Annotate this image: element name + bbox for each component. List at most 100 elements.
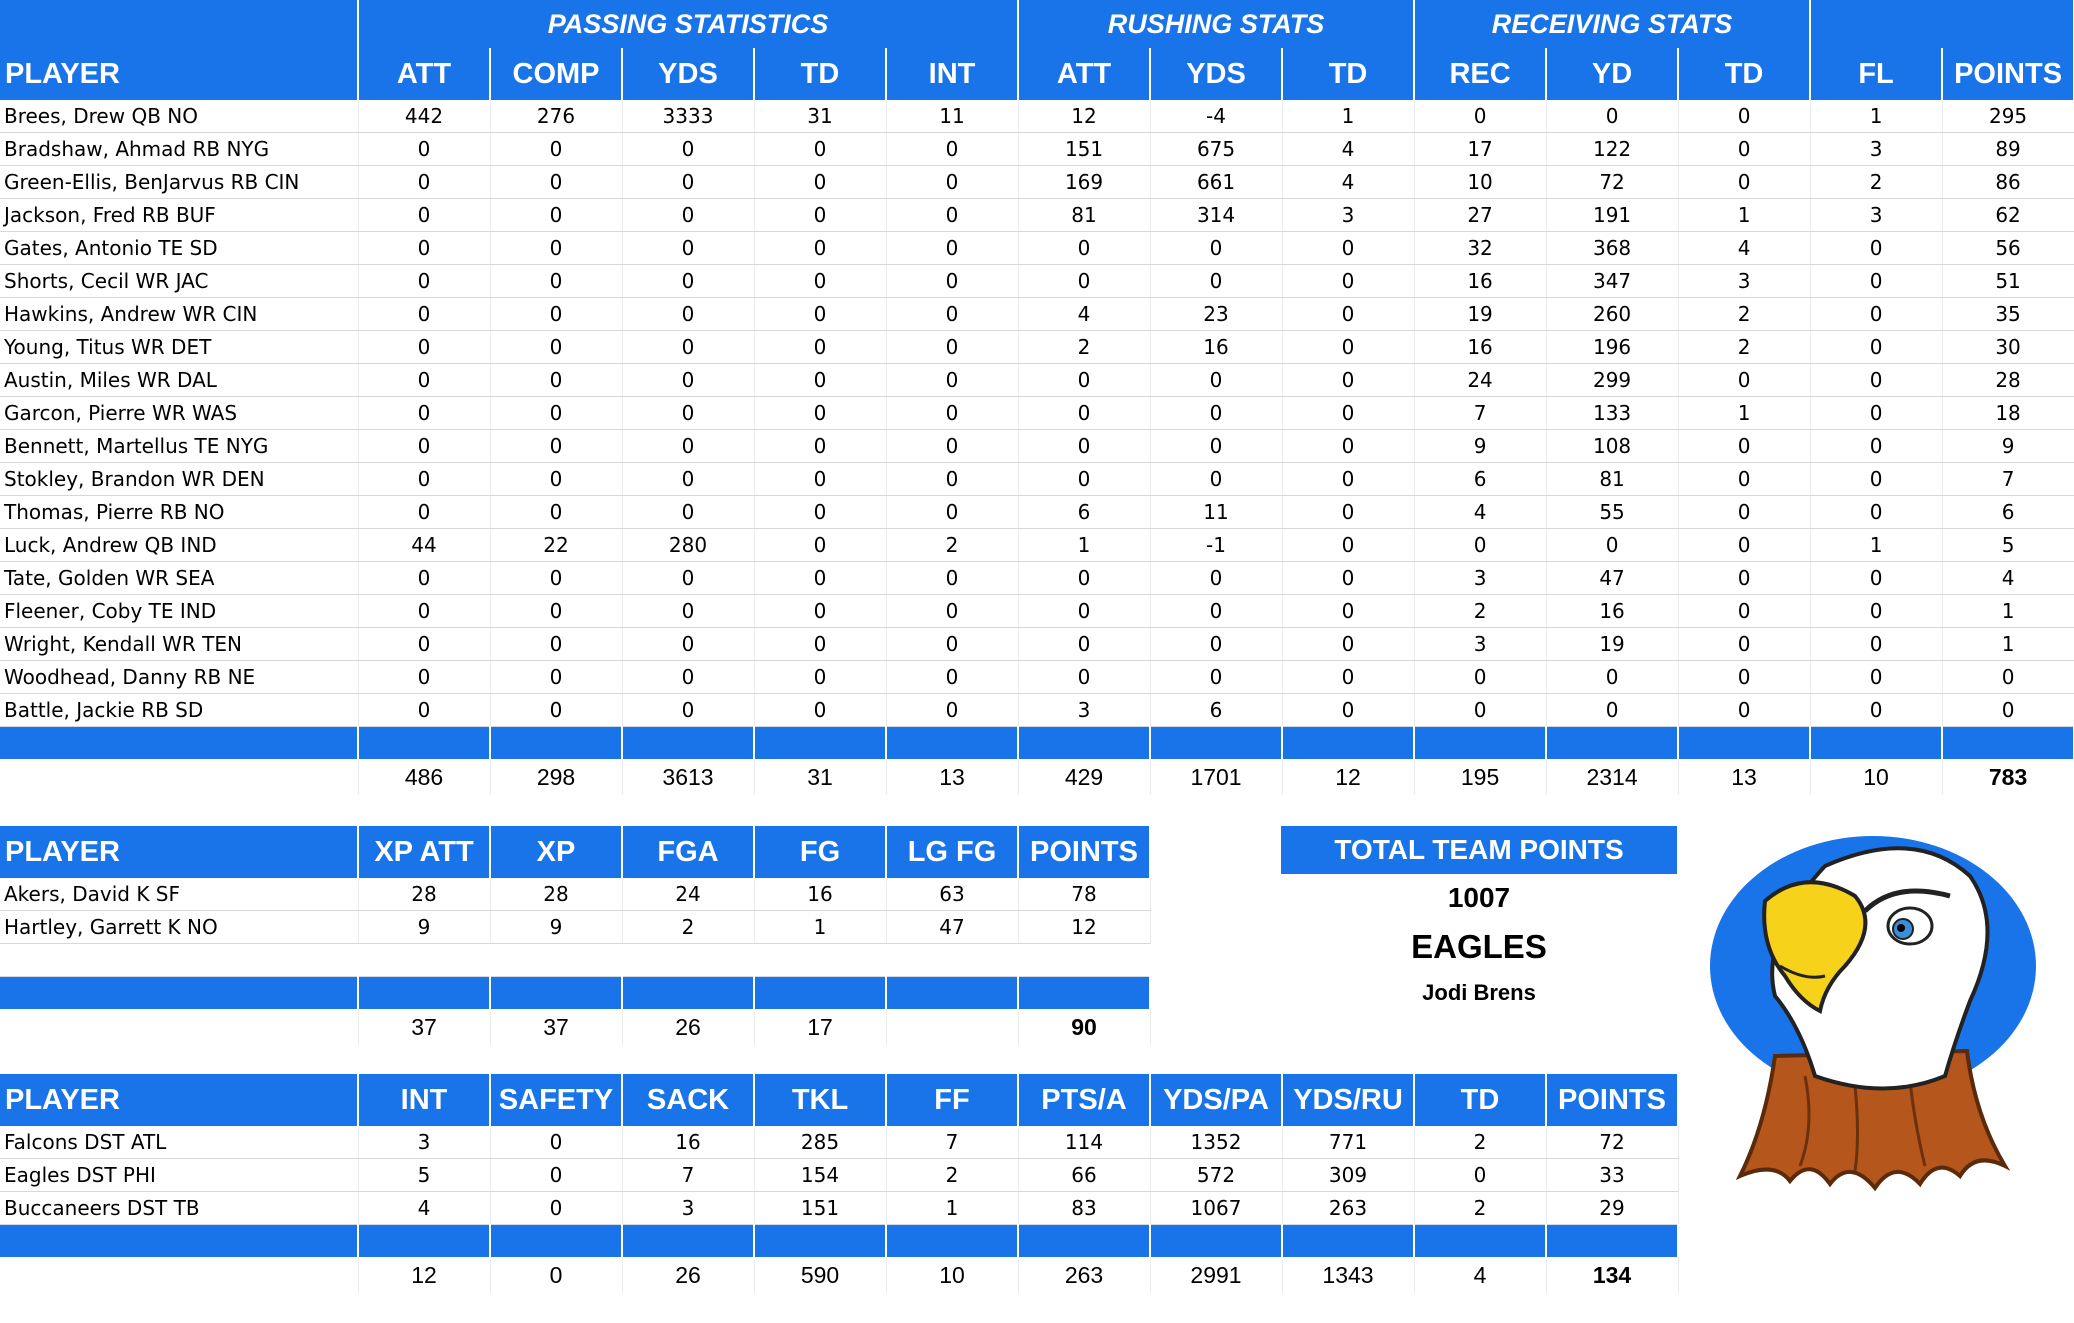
table-row: Hawkins, Andrew WR CIN 0 0 0 0 0 4 23 0 19 260 2 0 35 [0,297,2074,331]
table-row: Stokley, Brandon WR DEN 0 0 0 0 0 0 0 0 6 81 0 0 7 [0,462,2074,496]
stat-cell: 0 [886,693,1019,727]
stat-cell: 3 [1018,693,1151,727]
stat-cell: 63 [886,878,1019,911]
stat-cell: 0 [886,561,1019,595]
stat-cell: 0 [1282,693,1415,727]
offense-col-td-header: TD [1282,48,1416,100]
stat-cell: 0 [358,660,491,694]
offense-col-yds-header: YDS [1150,48,1284,100]
player-name: Young, Titus WR DET [0,330,359,364]
stat-cell: 6 [1414,462,1547,496]
player-name: Akers, David K SF [0,878,359,911]
total-cell: 26 [622,1009,755,1045]
stat-cell: 0 [490,396,623,430]
stat-cell: 0 [754,297,887,331]
stat-cell: 3 [1282,198,1415,232]
stat-cell: 29 [1546,1191,1679,1225]
table-row: Bennett, Martellus TE NYG 0 0 0 0 0 0 0 0 9 108 0 0 9 [0,429,2074,463]
player-name: Austin, Miles WR DAL [0,363,359,397]
stat-cell: 5 [358,1158,491,1192]
stat-cell: 4 [1018,297,1151,331]
total-cell: 12 [1282,759,1415,795]
stat-cell: 0 [1282,330,1415,364]
stat-cell: 442 [358,100,491,133]
stat-cell: 2 [1678,330,1811,364]
totals-row: 37 37 26 17 90 [0,1009,1151,1045]
stat-cell: 0 [1942,660,2074,694]
stat-cell: 0 [490,297,623,331]
stat-cell: 0 [1282,264,1415,298]
stat-cell: 0 [490,165,623,199]
stat-cell: 3 [1810,198,1943,232]
stat-cell: 2 [622,910,755,944]
stat-cell: 23 [1150,297,1283,331]
stat-cell: 114 [1018,1126,1151,1159]
total-cell: 17 [754,1009,887,1045]
total-cell [0,1009,359,1045]
stat-cell: 0 [754,429,887,463]
stat-cell: 0 [490,1191,623,1225]
stat-cell: 0 [1282,495,1415,529]
stat-cell: 285 [754,1126,887,1159]
stat-cell: 0 [622,264,755,298]
stat-cell: 3 [622,1191,755,1225]
team-name: EAGLES [1411,928,1547,965]
stat-cell: 1 [1678,396,1811,430]
stat-cell: 28 [1942,363,2074,397]
table-row: Jackson, Fred RB BUF 0 0 0 0 0 81 314 3 27 191 1 3 62 [0,198,2074,232]
total-cell: 31 [754,759,887,795]
stat-cell: 0 [754,198,887,232]
table-row: Bradshaw, Ahmad RB NYG 0 0 0 0 0 151 675 4 17 122 0… [0,132,2074,166]
player-name: Hartley, Garrett K NO [0,910,359,944]
stat-cell: 9 [490,910,623,944]
total-cell: 26 [622,1257,755,1293]
table-row: Green-Ellis, BenJarvus RB CIN 0 0 0 0 0 169 661… [0,165,2074,199]
offense-col-td-header: TD [754,48,887,100]
stat-cell: 0 [1414,660,1547,694]
stat-cell: 0 [1282,528,1415,562]
table-row: Young, Titus WR DET 0 0 0 0 0 2 16 0 16 196 2 0 30 [0,330,2074,364]
stat-cell: 0 [1810,330,1943,364]
total-cell [0,759,359,795]
stat-cell: 0 [358,693,491,727]
player-name: Eagles DST PHI [0,1158,359,1192]
stat-cell: 0 [754,363,887,397]
stat-cell: 0 [490,429,623,463]
defense-col-ff-header: FF [886,1074,1019,1126]
stat-cell: 0 [886,627,1019,661]
player-name: Tate, Golden WR SEA [0,561,359,595]
player-name: Battle, Jackie RB SD [0,693,359,727]
offense-col-fl-header: FL [1810,48,1944,100]
stat-cell: 0 [490,660,623,694]
stat-cell: 0 [622,594,755,628]
total-cell: 12 [358,1257,491,1293]
stat-cell: 0 [490,198,623,232]
table-row: Shorts, Cecil WR JAC 0 0 0 0 0 0 0 0 16 347 3 0 51 [0,264,2074,298]
stat-cell: 55 [1546,495,1679,529]
stat-cell: 0 [490,627,623,661]
stat-cell: 4 [1414,495,1547,529]
stat-cell: 3 [1810,132,1943,166]
stat-cell: 0 [886,165,1019,199]
offense-col-yd-header: YD [1546,48,1680,100]
stat-cell: 89 [1942,132,2074,166]
stat-cell: 30 [1942,330,2074,364]
stat-cell: 1 [1282,100,1415,133]
player-name: Jackson, Fred RB BUF [0,198,359,232]
stat-cell: 0 [622,165,755,199]
player-name: Buccaneers DST TB [0,1191,359,1225]
stat-cell: 7 [1414,396,1547,430]
total-points-cell: 134 [1546,1257,1679,1293]
stat-cell: 47 [1546,561,1679,595]
player-name: Bradshaw, Ahmad RB NYG [0,132,359,166]
stat-cell: 2 [1678,297,1811,331]
stat-cell: 169 [1018,165,1151,199]
stat-cell: 3 [1678,264,1811,298]
total-cell: 195 [1414,759,1547,795]
stat-cell: 86 [1942,165,2074,199]
player-name: Hawkins, Andrew WR CIN [0,297,359,331]
stat-cell: 0 [358,297,491,331]
stat-cell: 0 [622,132,755,166]
blank-row [0,943,1150,977]
stat-cell: 0 [1678,561,1811,595]
